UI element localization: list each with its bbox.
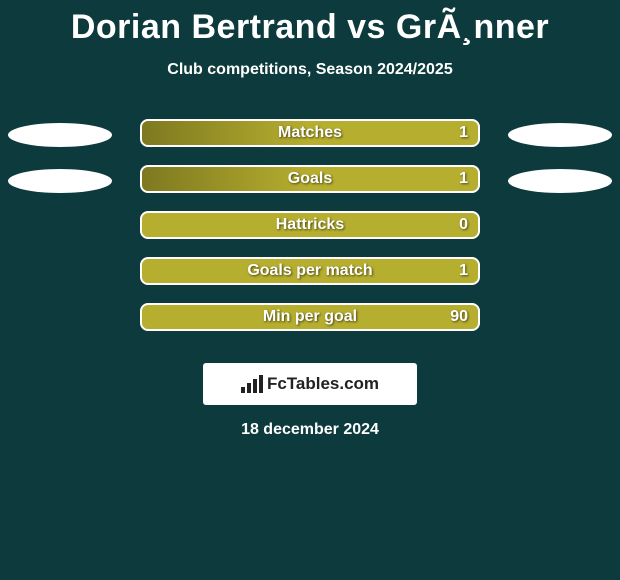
stats-container: Matches1Goals1Hattricks0Goals per match1…	[0, 119, 620, 349]
comparison-card: Dorian Bertrand vs GrÃ¸nner Club competi…	[0, 0, 620, 580]
stat-chip: Min per goal90	[140, 303, 480, 331]
page-title: Dorian Bertrand vs GrÃ¸nner	[0, 0, 620, 47]
stat-chip: Goals per match1	[140, 257, 480, 285]
brand-text: FcTables.com	[267, 374, 379, 394]
page-subtitle: Club competitions, Season 2024/2025	[0, 61, 620, 79]
player-right-avatar	[508, 169, 612, 193]
stat-value: 1	[459, 262, 468, 280]
bars-icon	[241, 375, 263, 393]
player-left-avatar	[8, 123, 112, 147]
stat-chip: Matches1	[140, 119, 480, 147]
stat-value: 90	[450, 308, 468, 326]
stat-chip: Goals1	[140, 165, 480, 193]
stat-label: Goals	[142, 170, 478, 188]
stat-label: Goals per match	[142, 262, 478, 280]
player-left-avatar	[8, 169, 112, 193]
brand-badge[interactable]: FcTables.com	[203, 363, 417, 405]
stat-row: Min per goal90	[0, 303, 620, 349]
stat-label: Hattricks	[142, 216, 478, 234]
stat-label: Min per goal	[142, 308, 478, 326]
stat-row: Goals1	[0, 165, 620, 211]
stat-value: 0	[459, 216, 468, 234]
stat-value: 1	[459, 124, 468, 142]
stat-row: Goals per match1	[0, 257, 620, 303]
stat-value: 1	[459, 170, 468, 188]
player-right-avatar	[508, 123, 612, 147]
stat-chip: Hattricks0	[140, 211, 480, 239]
stat-row: Matches1	[0, 119, 620, 165]
footer-date: 18 december 2024	[0, 421, 620, 439]
stat-row: Hattricks0	[0, 211, 620, 257]
stat-label: Matches	[142, 124, 478, 142]
